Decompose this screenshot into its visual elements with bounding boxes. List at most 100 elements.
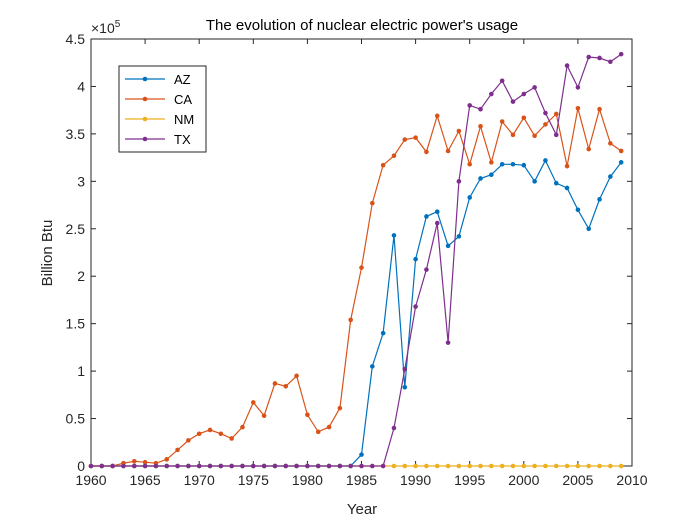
data-point-ca (283, 383, 289, 389)
data-point-tx (510, 99, 516, 104)
data-point-tx (110, 463, 115, 469)
data-point-nm (575, 463, 581, 469)
data-point-tx (456, 179, 462, 184)
x-axis-label: Year (347, 501, 377, 518)
data-point-ca (618, 148, 624, 154)
data-point-az (391, 233, 397, 238)
legend-marker-tx (142, 136, 148, 142)
data-point-tx (240, 463, 245, 469)
x-tick-label: 2005 (562, 472, 593, 488)
data-point-az (489, 172, 494, 177)
data-point-az (586, 226, 592, 232)
data-point-az (575, 207, 581, 213)
data-point-ca (131, 458, 137, 464)
data-point-tx (380, 463, 386, 469)
data-point-tx (564, 63, 570, 68)
data-point-tx (272, 463, 278, 469)
data-point-az (521, 162, 527, 168)
data-point-az (424, 214, 429, 219)
data-point-ca (229, 436, 234, 441)
data-point-tx (283, 463, 289, 469)
data-point-tx (218, 463, 224, 469)
data-point-az (434, 209, 440, 214)
data-point-ca (499, 119, 505, 124)
data-point-ca (337, 405, 343, 411)
data-point-az (413, 256, 418, 262)
data-point-ca (326, 424, 332, 430)
data-point-nm (424, 463, 429, 469)
data-point-ca (597, 106, 602, 112)
data-point-tx (186, 463, 191, 469)
data-point-ca (272, 381, 278, 386)
data-point-ca (391, 153, 397, 159)
data-point-ca (218, 431, 224, 437)
data-point-az (478, 176, 483, 181)
data-point-nm (532, 463, 537, 469)
data-point-tx (251, 463, 256, 469)
x-tick-label: 1980 (292, 472, 323, 488)
data-point-tx (370, 463, 375, 469)
data-point-ca (175, 447, 180, 453)
data-point-ca (261, 413, 267, 419)
data-point-ca (424, 149, 429, 155)
data-point-nm (434, 463, 440, 469)
data-point-ca (315, 429, 321, 435)
data-point-nm (597, 463, 602, 469)
data-point-tx (543, 110, 548, 116)
data-point-tx (305, 463, 310, 469)
data-point-az (380, 330, 386, 336)
data-point-ca (164, 457, 170, 462)
data-point-nm (586, 463, 592, 469)
data-point-tx (196, 463, 202, 469)
data-point-az (510, 161, 516, 167)
y-axis-exponent: ×105 (91, 19, 121, 36)
data-point-tx (489, 91, 494, 97)
y-tick-label: 0.5 (66, 411, 86, 427)
data-point-nm (391, 463, 397, 469)
data-point-ca (445, 148, 451, 154)
data-point-tx (315, 463, 321, 469)
data-point-nm (564, 463, 570, 469)
data-point-ca (402, 137, 408, 142)
data-point-tx (164, 463, 170, 469)
data-point-ca (348, 317, 353, 323)
data-point-tx (359, 463, 364, 469)
legend-label-ca: CA (174, 92, 192, 107)
legend-marker-ca (142, 96, 148, 102)
data-point-tx (608, 59, 613, 65)
data-point-tx (553, 132, 559, 138)
data-point-tx (153, 463, 159, 469)
x-tick-label: 1975 (238, 472, 269, 488)
y-tick-label: 3 (77, 173, 85, 189)
data-point-az (553, 180, 559, 186)
data-point-ca (553, 111, 559, 117)
data-point-tx (521, 91, 527, 97)
data-point-az (564, 185, 570, 191)
legend-box (118, 65, 207, 153)
data-point-tx (391, 425, 397, 431)
data-point-ca (370, 200, 375, 206)
x-tick-label: 1965 (130, 472, 161, 488)
data-point-ca (294, 373, 299, 379)
data-point-tx (618, 51, 624, 57)
data-point-tx (175, 463, 180, 469)
data-point-tx (261, 463, 267, 469)
y-tick-label: 1.5 (66, 316, 86, 332)
data-point-tx (467, 103, 473, 108)
data-point-tx (597, 55, 602, 61)
series-line-ca (91, 107, 622, 467)
x-tick-label: 1985 (346, 472, 377, 488)
data-point-ca (456, 128, 462, 134)
data-point-nm (499, 463, 505, 469)
x-tick-label: 1990 (400, 472, 431, 488)
data-point-nm (618, 463, 624, 469)
data-point-ca (434, 113, 440, 119)
data-point-ca (489, 160, 494, 165)
data-point-tx (478, 106, 483, 112)
data-point-nm (543, 463, 548, 469)
data-point-az (608, 174, 613, 179)
data-point-ca (543, 122, 548, 127)
data-point-ca (186, 438, 191, 443)
data-point-tx (131, 463, 137, 469)
